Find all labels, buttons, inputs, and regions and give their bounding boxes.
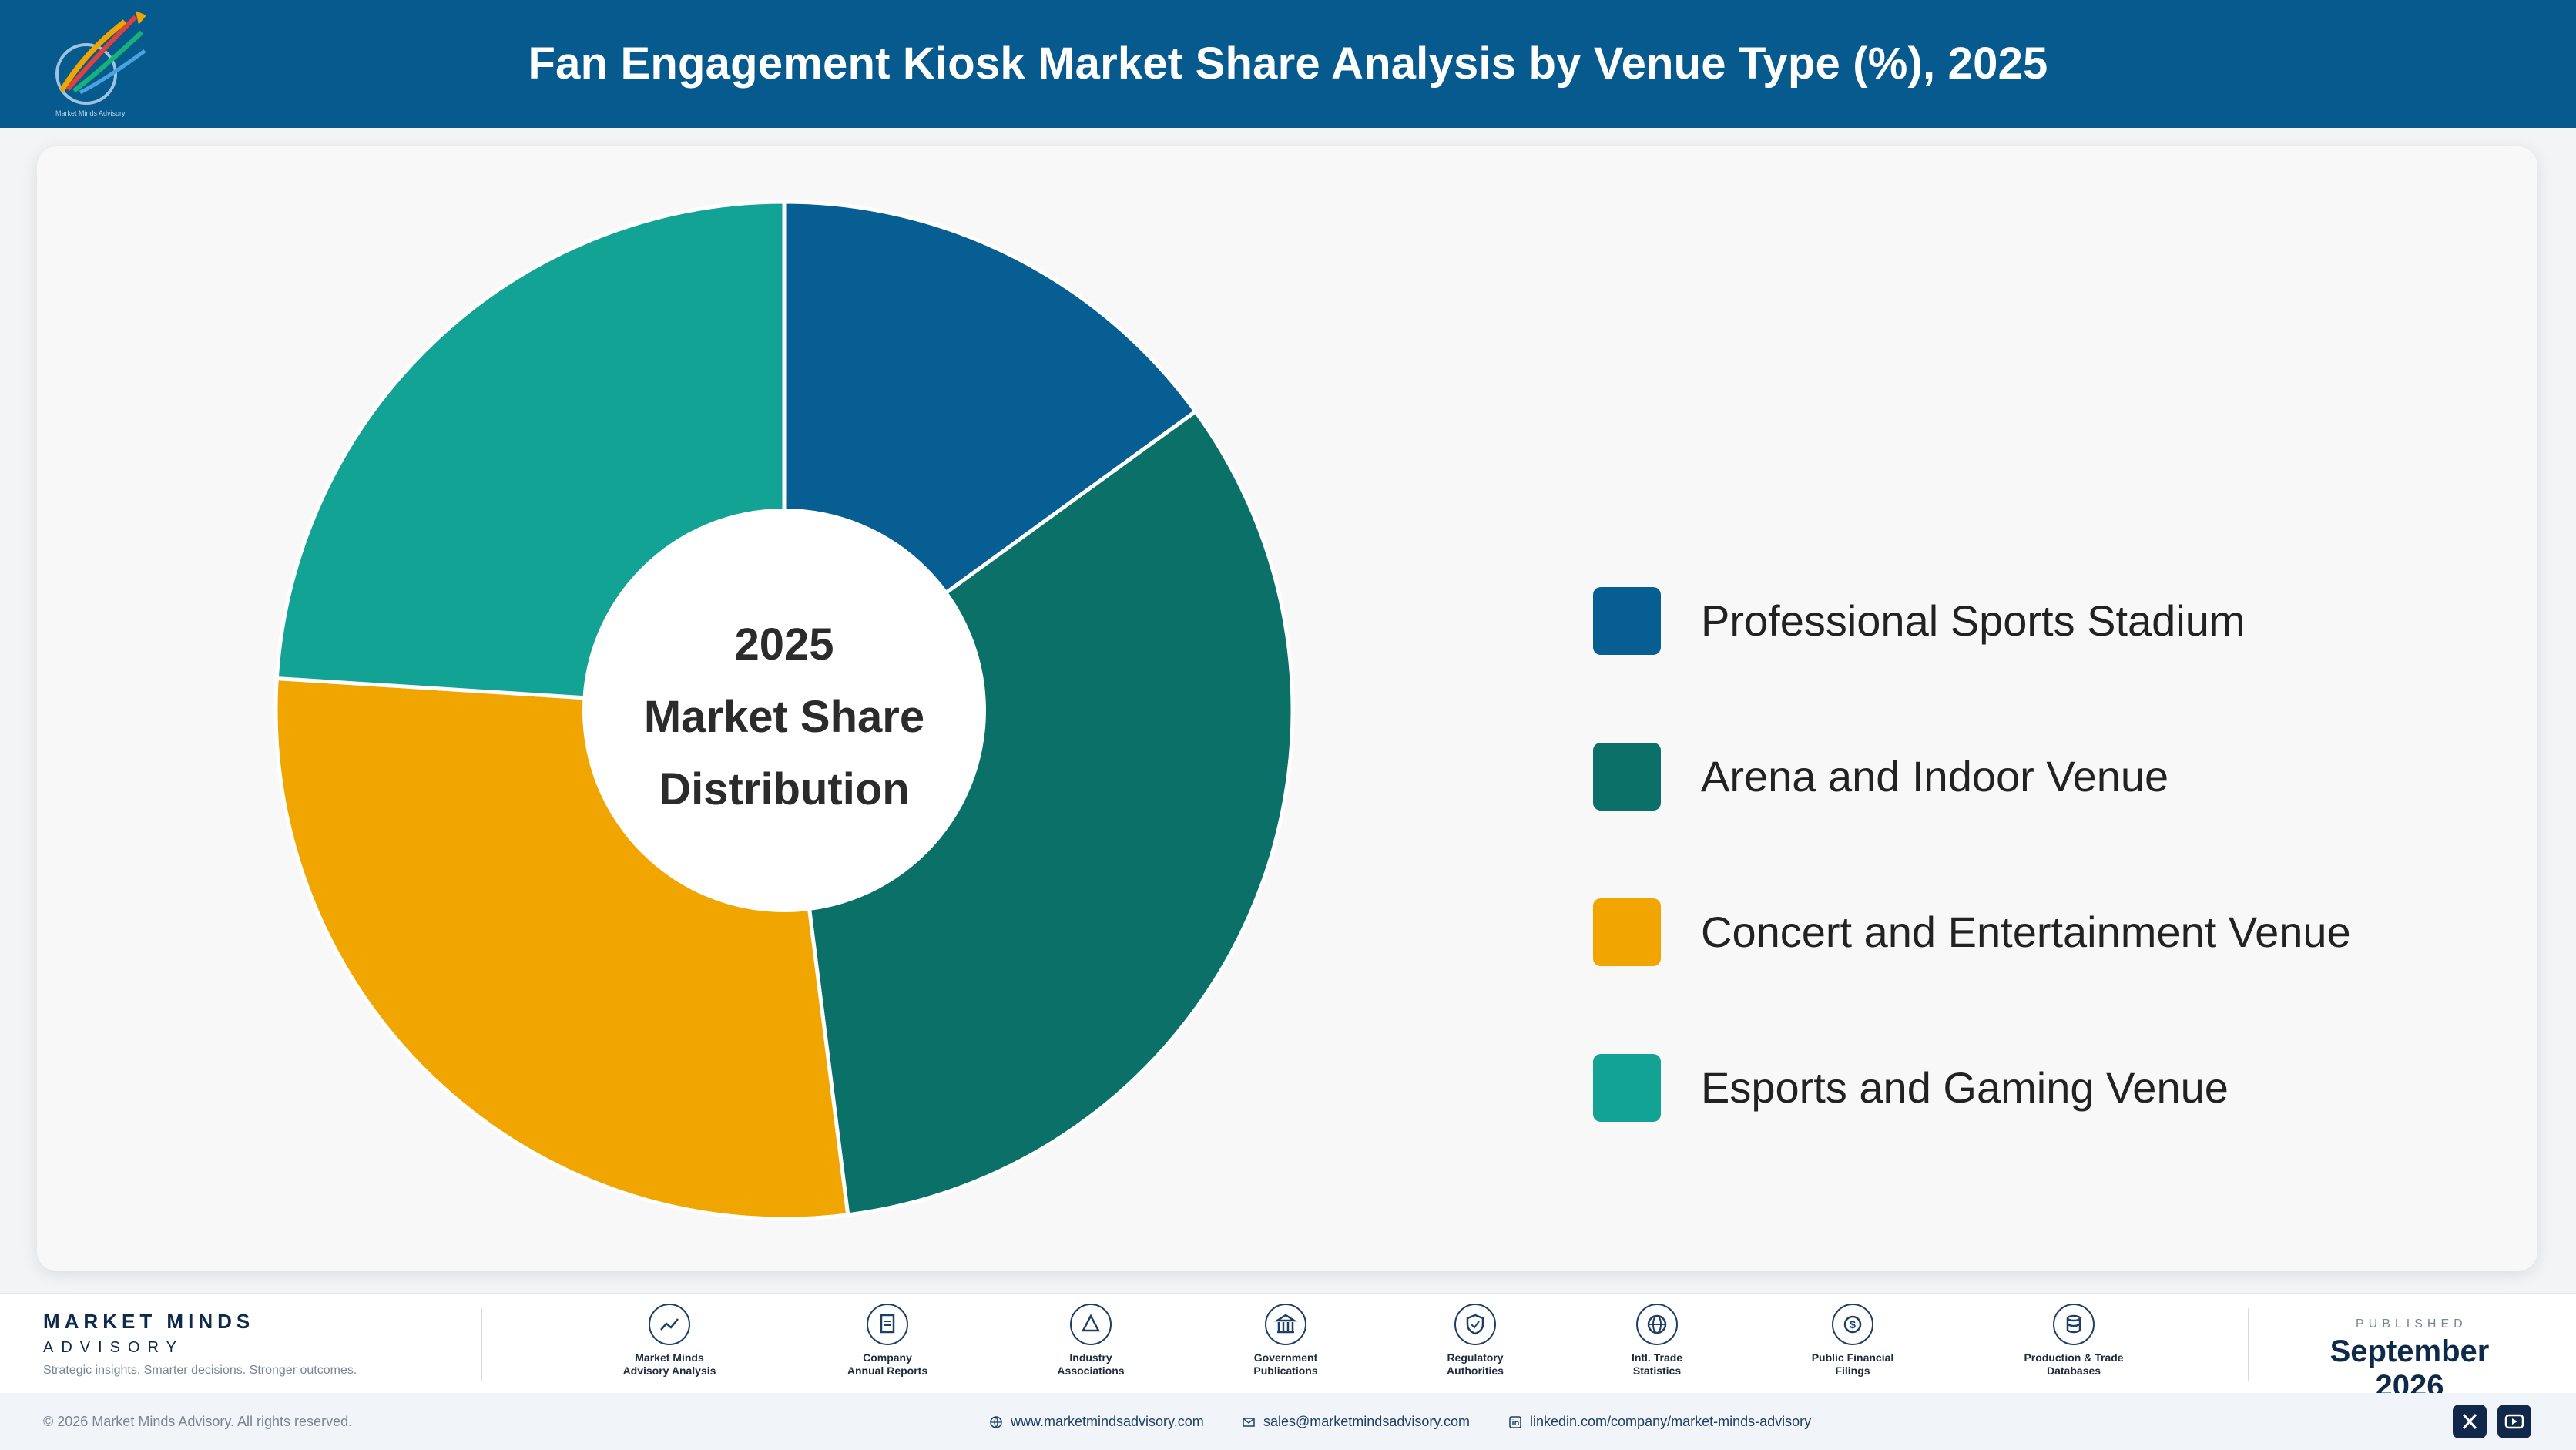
source-label: Company Annual Reports xyxy=(847,1351,928,1377)
source-market-minds-analysis: Market Minds Advisory Analysis xyxy=(596,1304,743,1378)
header-bar: Market Minds Advisory Fan Engagement Kio… xyxy=(0,0,2576,128)
slice-arena-and-indoor-venue xyxy=(782,408,1295,1217)
center-label-line-1: 2025 xyxy=(734,619,834,670)
dollar-coin-icon: $ xyxy=(1832,1304,1873,1345)
source-label: Production & Trade Databases xyxy=(2024,1351,2124,1377)
source-regulatory-authorities: Regulatory Authorities xyxy=(1402,1304,1548,1378)
youtube-icon[interactable] xyxy=(2497,1405,2531,1438)
donut-chart xyxy=(273,200,1295,1221)
footer-divider xyxy=(2248,1308,2249,1381)
mail-icon xyxy=(1243,1418,1255,1427)
donut-hole xyxy=(582,509,986,912)
database-icon xyxy=(2053,1304,2095,1345)
legend-swatch xyxy=(1593,1054,1661,1122)
source-intl-trade-statistics: Intl. Trade Statistics xyxy=(1584,1304,1730,1378)
source-company-annual-reports: Company Annual Reports xyxy=(814,1304,961,1378)
source-public-financial-filings: $ Public Financial Filings xyxy=(1779,1304,1926,1378)
donut-center-label: 2025 Market Share Distribution xyxy=(592,609,977,826)
market-minds-logo-icon: Market Minds Advisory xyxy=(55,11,146,117)
footer: MARKET MINDS ADVISORY Strategic insights… xyxy=(0,1293,2576,1403)
center-label-line-3: Distribution xyxy=(659,764,910,814)
legend-swatch xyxy=(1593,898,1661,966)
globe-icon xyxy=(1636,1304,1678,1345)
source-label: Market Minds Advisory Analysis xyxy=(622,1351,716,1377)
svg-text:$: $ xyxy=(1850,1318,1856,1331)
page-title: Fan Engagement Kiosk Market Share Analys… xyxy=(528,39,2048,89)
linkedin-link[interactable]: linkedin.com/company/market-minds-adviso… xyxy=(1508,1393,1811,1450)
source-label: Intl. Trade Statistics xyxy=(1631,1351,1683,1377)
source-industry-associations: Industry Associations xyxy=(1018,1304,1164,1378)
network-icon xyxy=(1070,1304,1112,1345)
legend-swatch xyxy=(1593,743,1661,811)
source-government-publications: Government Publications xyxy=(1213,1304,1359,1378)
legend-label: Concert and Entertainment Venue xyxy=(1701,908,2351,956)
source-production-trade-databases: Production & Trade Databases xyxy=(2001,1304,2147,1378)
x-icon[interactable] xyxy=(2453,1405,2487,1438)
legend-label: Arena and Indoor Venue xyxy=(1701,752,2169,801)
website-link[interactable]: www.marketmindsadvisory.com xyxy=(989,1393,1204,1450)
legend-label: Esports and Gaming Venue xyxy=(1701,1063,2229,1112)
published-label: PUBLISHED xyxy=(2356,1317,2467,1331)
source-label: Public Financial Filings xyxy=(1811,1351,1894,1377)
shield-check-icon xyxy=(1454,1304,1496,1345)
globe-icon xyxy=(990,1416,1002,1429)
brand-tagline: Strategic insights. Smarter decisions. S… xyxy=(43,1364,357,1377)
svg-text:Market Minds Advisory: Market Minds Advisory xyxy=(55,109,126,117)
linkedin-icon xyxy=(1509,1416,1521,1428)
center-label-line-2: Market Share xyxy=(643,692,925,742)
government-building-icon xyxy=(1265,1304,1306,1345)
legend-swatch xyxy=(1593,587,1661,655)
brand-subtitle: ADVISORY xyxy=(43,1339,184,1356)
footer-divider xyxy=(481,1308,482,1381)
source-label: Regulatory Authorities xyxy=(1447,1351,1504,1377)
legend-label: Professional Sports Stadium xyxy=(1701,596,2246,645)
source-label: Industry Associations xyxy=(1057,1351,1125,1377)
document-icon xyxy=(867,1304,908,1345)
email-link[interactable]: sales@marketmindsadvisory.com xyxy=(1242,1393,1470,1450)
trend-chart-icon xyxy=(649,1304,690,1345)
chart-panel: 2025 Market Share Distribution Professio… xyxy=(37,146,2537,1271)
brand-name: MARKET MINDS xyxy=(43,1310,255,1333)
bottom-bar: © 2026 Market Minds Advisory. All rights… xyxy=(0,1393,2576,1450)
copyright-text: © 2026 Market Minds Advisory. All rights… xyxy=(43,1414,353,1429)
source-label: Government Publications xyxy=(1253,1351,1318,1377)
